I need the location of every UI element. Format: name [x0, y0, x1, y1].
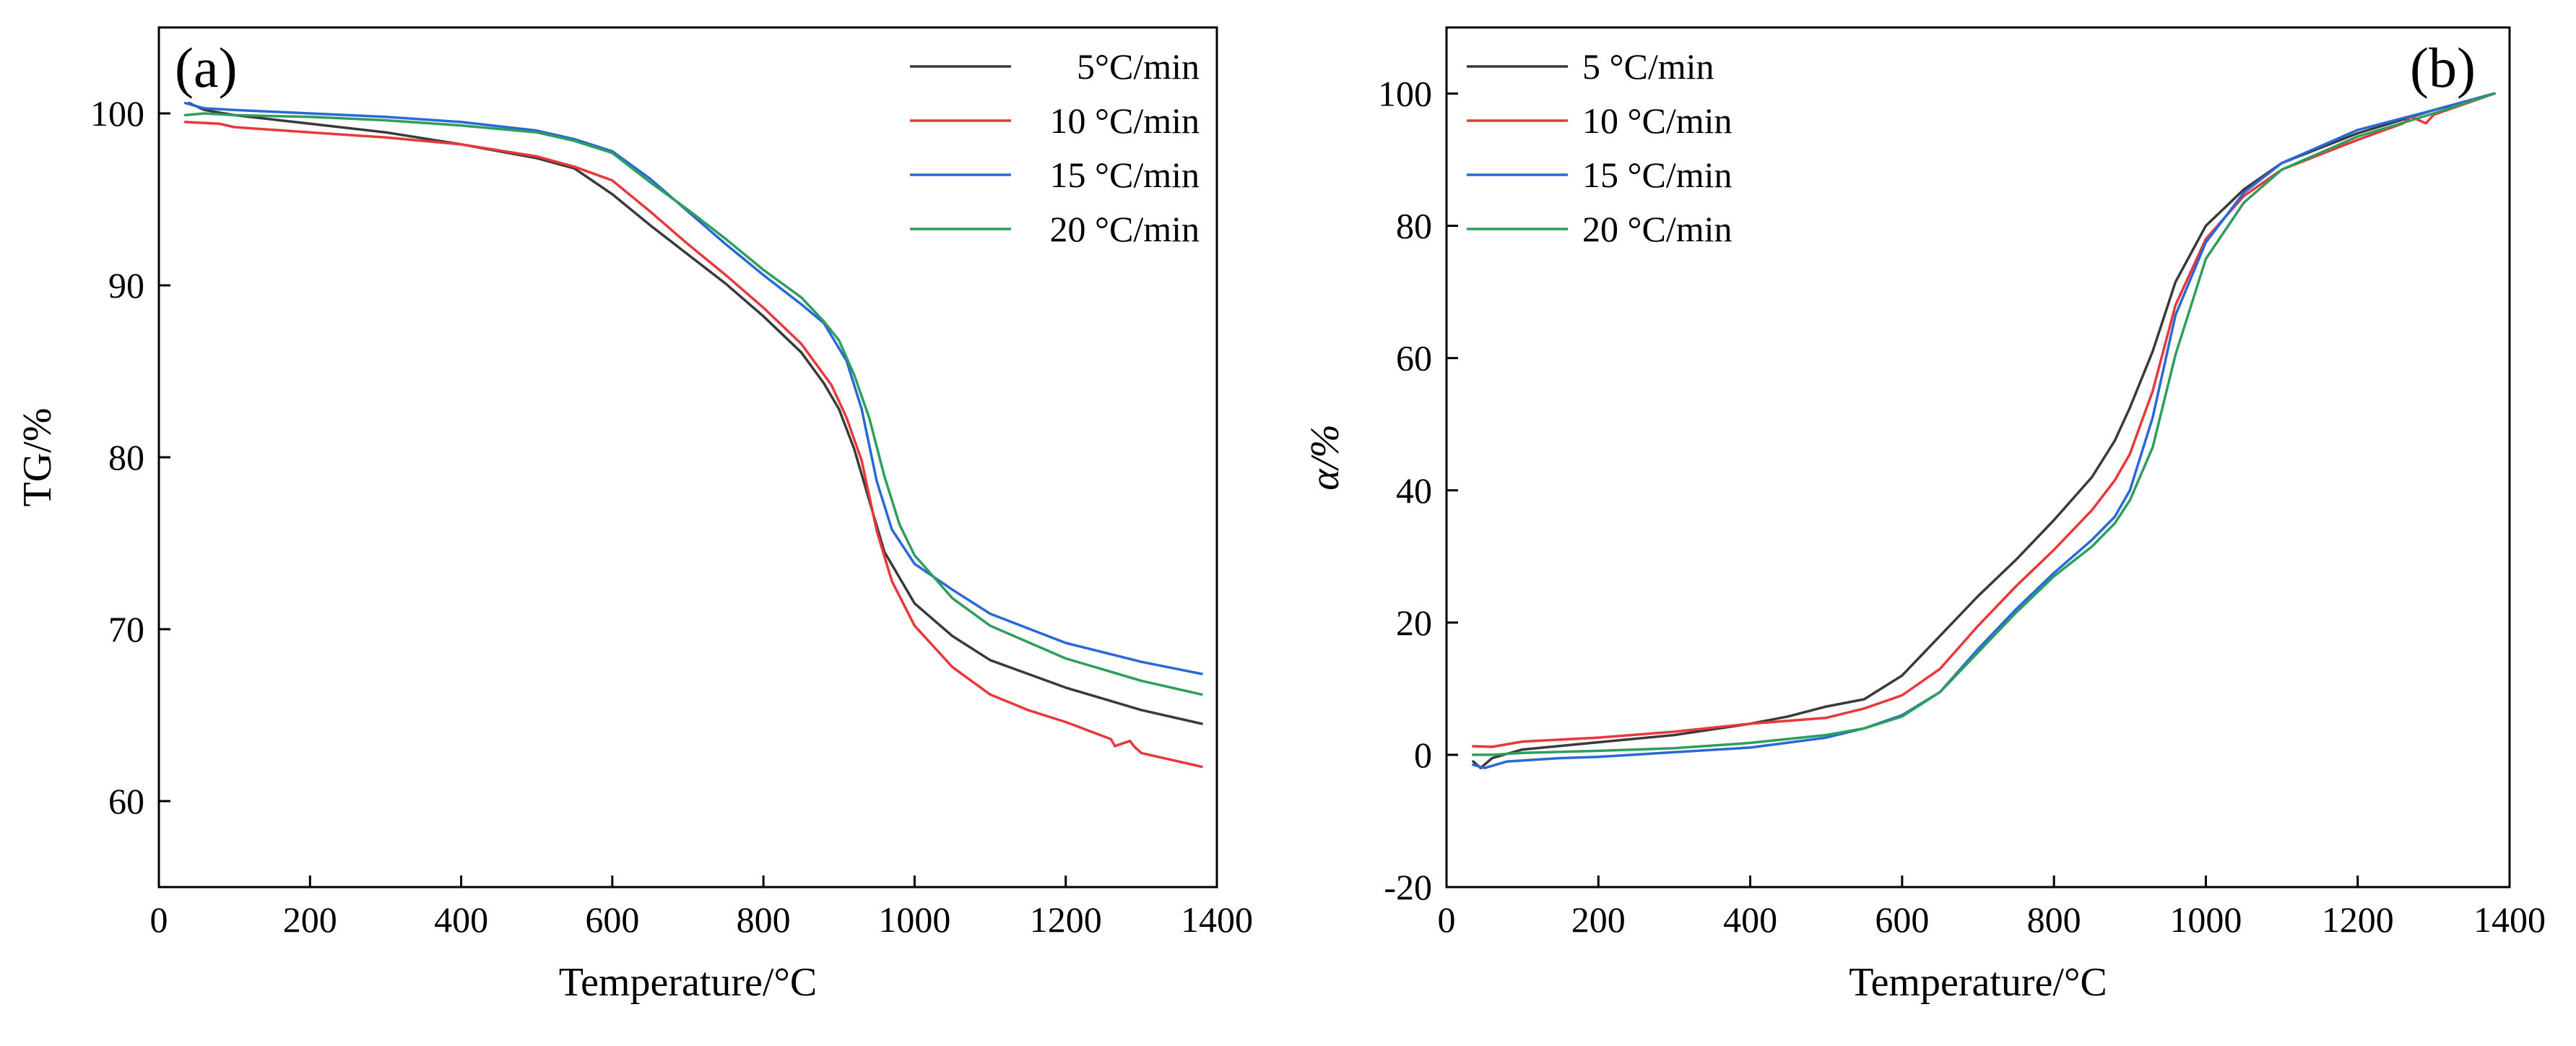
legend-label: 20 °C/min [1582, 209, 1732, 249]
x-tick-label: 800 [737, 899, 791, 940]
series-line-5-c-per-min [1472, 92, 2496, 769]
x-tick-label: 200 [1571, 899, 1626, 940]
panel-b-conversion-curves: 0 200 400 600 800 1000 1200 1400-20020406080100… [1303, 26, 2546, 1005]
legend-label: 10 °C/min [1582, 100, 1732, 141]
x-axis-title: Temperature/°C [1849, 960, 2107, 1005]
x-axis-title: Temperature/°C [559, 960, 817, 1005]
y-tick-label: 60 [1396, 338, 1432, 379]
panel-label: (a) [175, 36, 238, 99]
legend-label: 5 °C/min [1582, 46, 1714, 87]
x-tick-label: 800 [2027, 899, 2081, 940]
legend-label: 10 °C/min [1049, 100, 1200, 141]
series-line-5-c-per-min [188, 101, 1203, 725]
x-tick-label: 1000 [878, 899, 950, 940]
x-tick-label: 0 [1438, 899, 1456, 940]
panel-label: (b) [2410, 36, 2476, 99]
series-line-10-c-per-min [1472, 92, 2496, 748]
series-line-15-c-per-min [1472, 92, 2496, 769]
series-line-10-c-per-min [183, 121, 1203, 769]
legend-label: 20 °C/min [1049, 209, 1200, 249]
y-tick-label: 90 [108, 265, 144, 306]
series-line-20-c-per-min [1472, 92, 2496, 756]
legend: 5 °C/min 10 °C/min 15 °C/min 20 °C/min [1467, 46, 1732, 249]
series-line-15-c-per-min [183, 101, 1203, 675]
y-axis-title: α/% [1303, 424, 1348, 490]
y-tick-label: 80 [108, 437, 144, 477]
y-tick-label: 70 [108, 609, 144, 649]
x-tick-label: 600 [585, 899, 639, 940]
x-tick-label: 0 [150, 899, 168, 940]
legend-label: 5°C/min [1077, 46, 1200, 87]
x-tick-label: 400 [1723, 899, 1777, 940]
x-tick-label: 1400 [1181, 899, 1253, 940]
legend: 5°C/min 10 °C/min 15 °C/min 20 °C/min [910, 46, 1200, 249]
y-tick-label: -20 [1384, 867, 1432, 907]
panel-a-tg-curves: 0 200 400 600 800 1000 1200 1400 60 70 80 90 100 Temp… [15, 26, 1253, 1005]
legend-label: 15 °C/min [1582, 155, 1732, 195]
y-tick-label: 40 [1396, 470, 1432, 511]
x-tick-label: 200 [283, 899, 337, 940]
y-tick-label: 60 [108, 781, 144, 821]
x-tick-label: 1400 [2473, 899, 2546, 940]
y-tick-label: 0 [1414, 735, 1432, 775]
y-tick-label: 100 [90, 93, 144, 134]
plot-frame [1445, 26, 2511, 889]
y-tick-label: 20 [1396, 602, 1432, 643]
y-tick-label: 80 [1396, 206, 1432, 246]
x-tick-label: 1000 [2169, 899, 2242, 940]
legend-label: 15 °C/min [1049, 155, 1200, 195]
x-tick-label: 400 [434, 899, 488, 940]
x-tick-label: 600 [1875, 899, 1929, 940]
x-tick-label: 1200 [2322, 899, 2394, 940]
y-axis-title: TG/% [15, 408, 60, 507]
y-tick-label: 100 [1378, 74, 1432, 114]
x-tick-label: 1200 [1030, 899, 1102, 940]
series-line-20-c-per-min [183, 112, 1203, 696]
